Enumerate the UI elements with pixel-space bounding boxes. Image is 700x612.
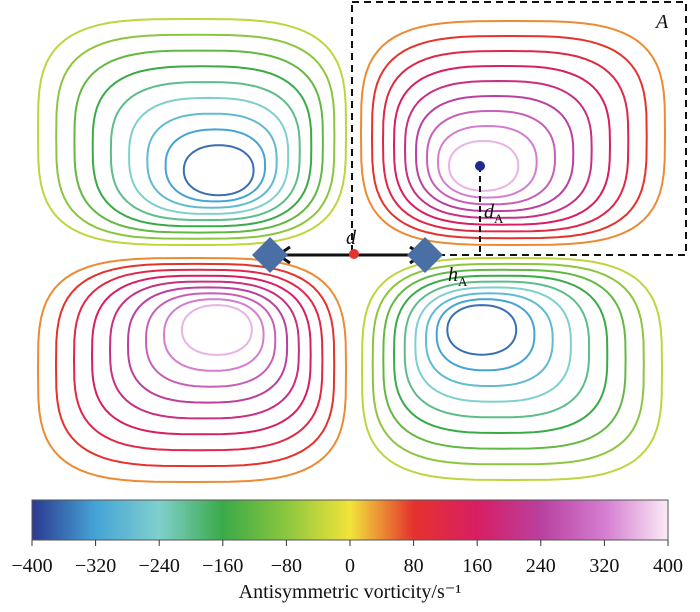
d-label: d [346,227,357,249]
contour-line [180,304,253,356]
contour-line [436,124,538,199]
contour-line [36,17,348,247]
contour-line [108,280,300,420]
colorbar-tick-label: −80 [271,555,302,577]
midpoint [349,249,359,259]
contour-line [424,292,554,388]
contour-line [146,112,278,209]
contour-line [360,256,664,482]
colorbar-tick-label: 0 [345,555,355,577]
contour-line [182,144,255,197]
contour-line [414,94,575,213]
contour-line [403,79,593,219]
contour-plot [36,17,667,484]
contour-line [36,256,348,484]
contour-line [381,49,630,233]
contour-line [435,298,536,372]
contour-line [371,262,645,466]
colorbar [31,499,669,541]
contour-line [55,33,336,240]
region-label: A [654,11,669,33]
contour-line [370,34,648,240]
contour-line [128,96,290,215]
contour-line [414,286,572,403]
hA-sub: A [458,274,468,289]
dA-main: d [484,201,495,223]
colorbar-tick-label: −160 [202,555,243,577]
vortex-center [475,161,485,171]
colorbar-tick-label: −400 [11,555,52,577]
colorbar-tick-label: 160 [462,555,492,577]
colorbar-tick-label: −240 [139,555,180,577]
colorbar-label: Antisymmetric vorticity/s⁻¹ [239,581,462,603]
contour-line [403,280,591,419]
contour-line [164,128,267,203]
contour-line [382,268,627,450]
contour-line [54,262,336,468]
contour-line [73,49,324,234]
contour-line [126,286,289,404]
contour-line [90,274,312,436]
contour-line [109,81,301,222]
contour-line [447,139,520,192]
contour-line [91,65,313,228]
contour-line [392,274,609,435]
contour-line [72,268,324,452]
contour-line [359,19,667,247]
contour-line [162,298,265,372]
colorbar-tick-label: 80 [404,555,424,577]
hA-main: h [448,264,458,286]
contour-line [446,304,518,356]
contour-line [392,64,612,226]
hA-label: hA [448,264,468,289]
dA-sub: A [494,211,504,226]
region-box [351,1,687,256]
dA-label: dA [484,201,504,226]
colorbar-tick-label: 320 [589,555,619,577]
colorbar-tick-label: 240 [526,555,556,577]
diamonds [252,237,443,273]
contour-line [425,109,557,206]
colorbar-tick-label: −320 [75,555,116,577]
contour-line [144,292,277,388]
colorbar-ticks: −400 −320 −240 −160 −80 0 80 160 240 320 400 [11,540,683,577]
colorbar-tick-label: 400 [653,555,683,577]
